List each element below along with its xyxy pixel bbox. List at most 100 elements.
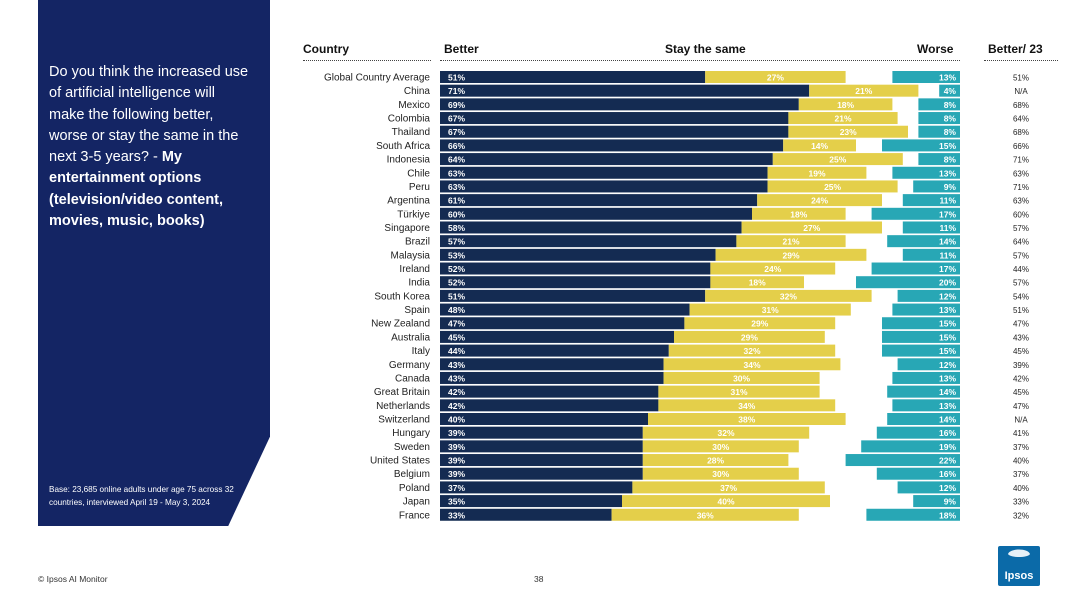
footer-copyright: © Ipsos AI Monitor: [38, 574, 108, 584]
bar-better: [440, 495, 622, 508]
country-label: Argentina: [387, 196, 430, 207]
country-label: Germany: [389, 360, 430, 371]
label-better-23: 71%: [1013, 156, 1029, 165]
bar-worse: [887, 413, 960, 425]
label-better-23: 60%: [1013, 210, 1029, 219]
country-label: Chile: [407, 168, 430, 179]
country-label: Malaysia: [391, 250, 431, 261]
country-label: New Zealand: [371, 319, 430, 330]
bar-worse: [845, 454, 960, 467]
bar-stay: [705, 71, 846, 83]
bar-worse: [913, 495, 960, 508]
label-worse: 8%: [944, 114, 957, 124]
country-label: Japan: [403, 497, 430, 508]
label-stay: 27%: [767, 73, 784, 83]
label-better: 42%: [448, 401, 465, 411]
question-body: Do you think the increased use of artifi…: [49, 64, 249, 166]
country-label: France: [399, 510, 431, 521]
label-stay: 18%: [837, 100, 854, 110]
label-better: 43%: [448, 360, 465, 370]
bar-better: [440, 413, 648, 425]
country-label: Hungary: [392, 428, 430, 439]
label-worse: 11%: [939, 250, 956, 260]
label-stay: 18%: [749, 278, 766, 288]
label-worse: 13%: [939, 73, 956, 83]
label-stay: 14%: [811, 141, 828, 151]
label-better-23: 40%: [1013, 457, 1029, 466]
bar-better: [440, 84, 810, 97]
label-better-23: 68%: [1013, 101, 1029, 110]
page-number: 38: [534, 574, 544, 584]
bar-stay: [663, 358, 841, 371]
header-country: Country: [303, 42, 349, 56]
bar-better: [440, 344, 669, 357]
label-worse: 16%: [939, 469, 956, 479]
bar-stay: [767, 166, 867, 179]
label-better-23: 41%: [1013, 429, 1029, 438]
bar-stay: [642, 440, 799, 453]
label-better-23: 57%: [1013, 224, 1029, 233]
label-stay: 32%: [743, 346, 760, 356]
country-label: Brazil: [405, 237, 430, 248]
bar-worse: [892, 71, 960, 83]
label-stay: 31%: [762, 305, 779, 315]
label-better: 69%: [448, 100, 465, 110]
country-label: Colombia: [388, 114, 431, 125]
bar-worse: [897, 289, 960, 302]
bar-stay: [772, 153, 903, 166]
bar-better: [440, 207, 752, 220]
label-better: 47%: [448, 319, 465, 329]
country-label: Canada: [395, 373, 430, 384]
bar-stay: [710, 262, 836, 275]
bar-worse: [871, 207, 960, 220]
label-stay: 40%: [717, 497, 734, 507]
label-worse: 15%: [939, 319, 956, 329]
label-worse: 14%: [939, 387, 956, 397]
bar-stay: [752, 207, 846, 220]
bar-better: [440, 385, 659, 398]
label-better: 60%: [448, 209, 465, 219]
label-worse: 13%: [939, 168, 956, 178]
label-stay: 18%: [790, 209, 807, 219]
label-stay: 21%: [782, 237, 799, 247]
bar-worse: [876, 426, 960, 439]
label-worse: 15%: [939, 332, 956, 342]
label-worse: 13%: [939, 305, 956, 315]
label-stay: 25%: [829, 155, 846, 165]
bar-stay: [684, 317, 836, 330]
country-label: Belgium: [394, 469, 430, 480]
label-stay: 32%: [717, 428, 734, 438]
bar-worse: [866, 508, 960, 521]
label-worse: 13%: [939, 401, 956, 411]
bar-stay: [689, 303, 851, 316]
logo-text: Ipsos: [1005, 570, 1034, 582]
bar-stay: [668, 344, 836, 357]
bar-worse: [856, 276, 960, 289]
bar-better: [440, 508, 612, 521]
label-better: 48%: [448, 305, 465, 315]
bar-stay: [736, 235, 846, 248]
header-rule-better-23: [984, 60, 1058, 61]
label-stay: 23%: [840, 127, 857, 137]
bar-worse: [918, 125, 960, 138]
bar-worse: [897, 481, 960, 494]
label-better-23: 64%: [1013, 238, 1029, 247]
label-better-23: N/A: [1014, 416, 1028, 425]
question-topic: My entertainment options (television/vid…: [49, 149, 224, 230]
bar-worse: [939, 84, 960, 97]
bar-worse: [918, 112, 960, 125]
label-better-23: 32%: [1013, 511, 1029, 520]
bar-worse: [882, 344, 960, 357]
label-better-23: 63%: [1013, 197, 1029, 206]
bar-stay: [622, 495, 830, 508]
bar-better: [440, 139, 784, 152]
label-better: 58%: [448, 223, 465, 233]
label-better: 61%: [448, 196, 465, 206]
label-worse: 12%: [939, 291, 956, 301]
bar-worse: [902, 194, 960, 207]
label-worse: 11%: [939, 223, 956, 233]
country-label: India: [408, 278, 430, 289]
label-better-23: 42%: [1013, 374, 1029, 383]
bar-better: [440, 180, 768, 193]
